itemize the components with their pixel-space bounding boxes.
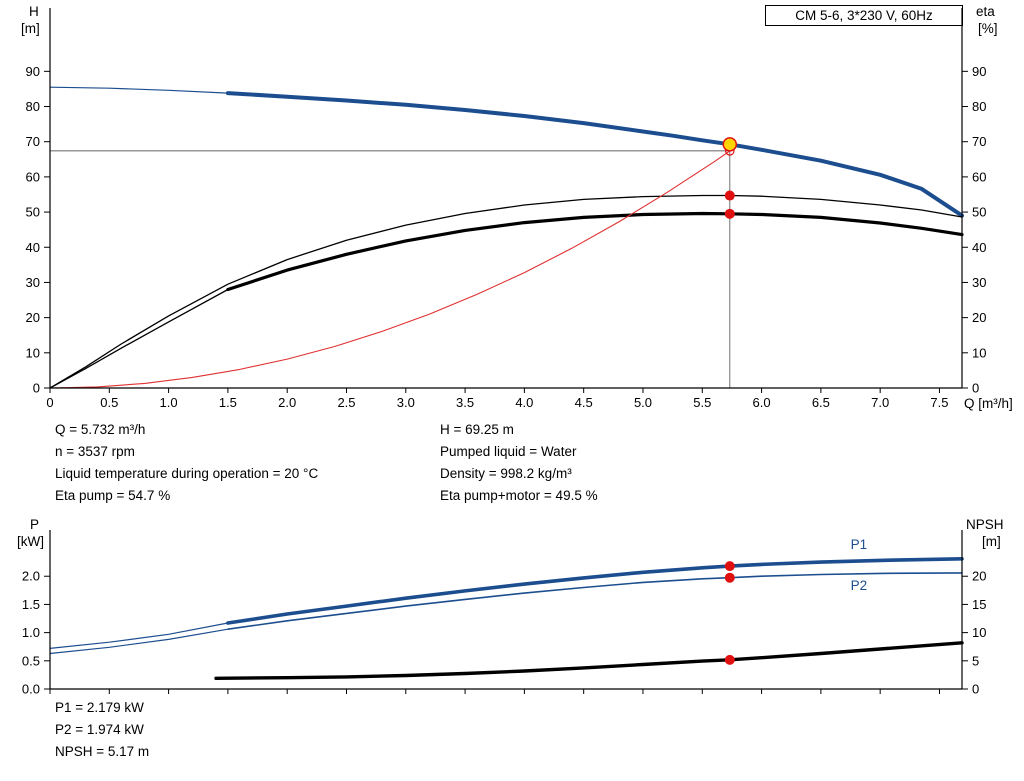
p2-duty-point xyxy=(724,572,735,583)
p1-curve-low-flow xyxy=(49,622,229,649)
y-left-tick-label: 0.5 xyxy=(22,653,40,668)
y-left-tick-label: 20 xyxy=(26,310,40,325)
p2-value: P2 = 1.974 kW xyxy=(55,722,144,737)
y-left-tick-label: 0 xyxy=(33,381,40,396)
pumped-liquid: Pumped liquid = Water xyxy=(440,444,577,459)
h-q-eta-chart: 0 0.5 1.0 1.5 2.0 2.5 3.0 3.5 4.0 4.5 5.0 5.5 6.0 6.5… xyxy=(26,8,986,410)
pump-title-box: CM 5-6, 3*230 V, 60Hz xyxy=(765,5,963,26)
eta-pump-value: Eta pump = 54.7 % xyxy=(55,488,171,503)
x-tick-label: 2.5 xyxy=(337,395,355,410)
q-value: Q = 5.732 m³/h xyxy=(55,422,146,437)
p2-curve xyxy=(227,572,963,630)
y-right-tick-label: 70 xyxy=(972,134,986,149)
q-axis-title: Q [m³/h] xyxy=(964,396,1013,411)
x-tick-label: 7.5 xyxy=(930,395,948,410)
eta-pump-curve xyxy=(49,194,963,389)
p1-series-label: P1 xyxy=(851,537,868,552)
y-right-tick-label: 10 xyxy=(972,345,986,360)
y-left-tick-label: 60 xyxy=(26,169,40,184)
x-tick-label: 3.0 xyxy=(397,395,415,410)
x-tick-label: 5.5 xyxy=(693,395,711,410)
x-tick-label: 0 xyxy=(46,395,53,410)
h-value: H = 69.25 m xyxy=(440,422,514,437)
head-curve xyxy=(225,91,964,218)
x-tick-label: 6.0 xyxy=(753,395,771,410)
duty-data-right-column: H = 69.25 m Pumped liquid = Water Densit… xyxy=(440,419,598,507)
y-right-tick-label: 80 xyxy=(972,99,986,114)
x-tick-label: 6.5 xyxy=(812,395,830,410)
y-left-tick-label: 40 xyxy=(26,240,40,255)
p2-curve-low-flow xyxy=(49,628,229,655)
npsh-curve xyxy=(214,641,964,681)
head-curve-low-flow xyxy=(49,86,229,94)
h-axis-title: H xyxy=(29,4,39,19)
y-left-tick-label: 80 xyxy=(26,99,40,114)
npsh-axis-title: NPSH xyxy=(966,517,1004,532)
y-right-tick-label: 15 xyxy=(972,597,986,612)
npsh-axis-unit: [m] xyxy=(982,534,1001,549)
power-data-column: P1 = 2.179 kW P2 = 1.974 kW NPSH = 5.17 … xyxy=(55,697,149,763)
eta-pump-motor-value: Eta pump+motor = 49.5 % xyxy=(440,488,598,503)
y-right-tick-label: 30 xyxy=(972,275,986,290)
density-value: Density = 998.2 kg/m³ xyxy=(440,466,572,481)
p1-duty-point xyxy=(724,561,735,572)
y-right-tick-label: 40 xyxy=(972,240,986,255)
h-axis-unit: [m] xyxy=(21,21,40,36)
y-right-tick-label: 60 xyxy=(972,169,986,184)
x-tick-label: 1.5 xyxy=(219,395,237,410)
y-left-tick-label: 1.0 xyxy=(22,625,40,640)
y-right-tick-label: 5 xyxy=(972,653,979,668)
x-tick-label: 2.0 xyxy=(278,395,296,410)
x-tick-label: 1.0 xyxy=(160,395,178,410)
y-left-tick-label: 0.0 xyxy=(22,682,40,697)
x-tick-label: 0.5 xyxy=(100,395,118,410)
x-tick-label: 5.0 xyxy=(634,395,652,410)
y-left-tick-label: 50 xyxy=(26,205,40,220)
y-left-tick-label: 2.0 xyxy=(22,569,40,584)
p1-value: P1 = 2.179 kW xyxy=(55,700,144,715)
eta-axis-title: eta xyxy=(976,4,995,19)
y-right-tick-label: 20 xyxy=(972,310,986,325)
eta-pump-motor-curve-low-flow xyxy=(49,288,229,389)
liquid-temperature: Liquid temperature during operation = 20… xyxy=(55,466,319,481)
eta-pump-motor-duty-point xyxy=(724,208,735,219)
y-left-tick-label: 1.5 xyxy=(22,597,40,612)
y-right-tick-label: 0 xyxy=(972,381,979,396)
x-tick-label: 4.5 xyxy=(575,395,593,410)
p2-series-label: P2 xyxy=(851,578,868,593)
eta-axis-unit: [%] xyxy=(978,21,998,36)
p1-curve xyxy=(226,556,964,625)
duty-point xyxy=(722,137,738,152)
y-left-tick-label: 70 xyxy=(26,134,40,149)
y-left-tick-label: 30 xyxy=(26,275,40,290)
npsh-duty-point xyxy=(724,654,735,665)
y-left-tick-label: 10 xyxy=(26,345,40,360)
x-tick-label: 7.0 xyxy=(871,395,889,410)
y-right-tick-label: 10 xyxy=(972,625,986,640)
y-left-tick-label: 90 xyxy=(26,64,40,79)
eta-pump-duty-point xyxy=(724,190,735,201)
y-right-tick-label: 90 xyxy=(972,64,986,79)
y-right-tick-label: 50 xyxy=(972,205,986,220)
npsh-value: NPSH = 5.17 m xyxy=(55,744,150,759)
duty-data-left-column: Q = 5.732 m³/h n = 3537 rpm Liquid tempe… xyxy=(55,419,318,507)
x-tick-label: 4.0 xyxy=(515,395,533,410)
p-axis-title: P xyxy=(30,517,40,532)
power-npsh-chart: 0.0 0.5 1.0 1.5 2.0 0 5 10 15 20 P1 P2 xyxy=(22,530,986,697)
p-axis-unit: [kW] xyxy=(17,534,44,549)
y-right-tick-label: 20 xyxy=(972,569,986,584)
x-tick-label: 3.5 xyxy=(456,395,474,410)
system-curve xyxy=(49,150,731,389)
y-right-tick-label: 0 xyxy=(972,682,979,697)
speed-value: n = 3537 rpm xyxy=(55,444,135,459)
eta-pump-motor-curve xyxy=(226,211,964,292)
